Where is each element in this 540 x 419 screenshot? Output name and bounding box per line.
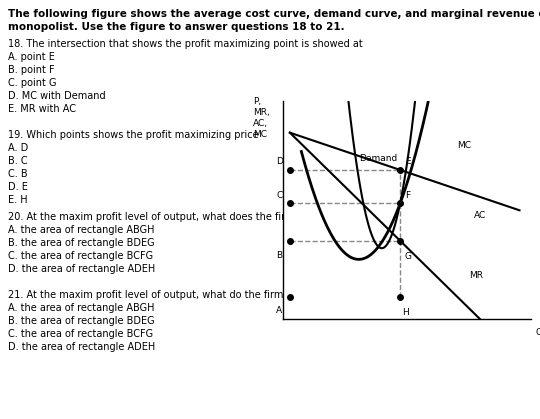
Text: The following figure shows the average cost curve, demand curve, and marginal re: The following figure shows the average c… [8,9,540,32]
Text: B. C: B. C [8,156,28,166]
Text: A. D: A. D [8,143,28,153]
Text: Demand: Demand [359,154,397,163]
Text: P,
MR,
AC,
MC: P, MR, AC, MC [253,97,270,139]
Text: AC: AC [474,211,486,220]
Text: MR: MR [469,271,483,280]
Text: Quantity: Quantity [536,328,540,337]
Text: D. MC with Demand: D. MC with Demand [8,91,106,101]
Text: D. E: D. E [8,182,28,192]
Text: G: G [404,252,411,261]
Text: E. MR with AC: E. MR with AC [8,104,76,114]
Text: A. the area of rectangle ABGH: A. the area of rectangle ABGH [8,225,154,235]
Text: MC: MC [457,141,471,150]
Text: D. the area of rectangle ADEH: D. the area of rectangle ADEH [8,342,156,352]
Text: D: D [276,158,283,166]
Text: B: B [276,251,282,259]
Text: B. the area of rectangle BDEG: B. the area of rectangle BDEG [8,316,154,326]
Text: A. point E: A. point E [8,52,55,62]
Text: 21. At the maxim profit level of output, what do the firm’s total profit’s equal: 21. At the maxim profit level of output,… [8,290,390,300]
Text: B. the area of rectangle BDEG: B. the area of rectangle BDEG [8,238,154,248]
Text: E: E [404,158,410,166]
Text: C. B: C. B [8,169,28,179]
Text: C. the area of rectangle BCFG: C. the area of rectangle BCFG [8,329,153,339]
Text: H: H [402,308,409,317]
Text: A. the area of rectangle ABGH: A. the area of rectangle ABGH [8,303,154,313]
Text: 20. At the maxim profit level of output, what does the firm’s total revenue equa: 20. At the maxim profit level of output,… [8,212,407,222]
Text: 19. Which points shows the profit maximizing price: 19. Which points shows the profit maximi… [8,130,259,140]
Text: C. the area of rectangle BCFG: C. the area of rectangle BCFG [8,251,153,261]
Text: C: C [276,191,282,200]
Text: B. point F: B. point F [8,65,55,75]
Text: E. H: E. H [8,195,28,205]
Text: A: A [276,306,282,316]
Text: 18. The intersection that shows the profit maximizing point is showed at: 18. The intersection that shows the prof… [8,39,363,49]
Text: D. the area of rectangle ADEH: D. the area of rectangle ADEH [8,264,156,274]
Text: C. point G: C. point G [8,78,57,88]
Text: F: F [404,191,410,200]
